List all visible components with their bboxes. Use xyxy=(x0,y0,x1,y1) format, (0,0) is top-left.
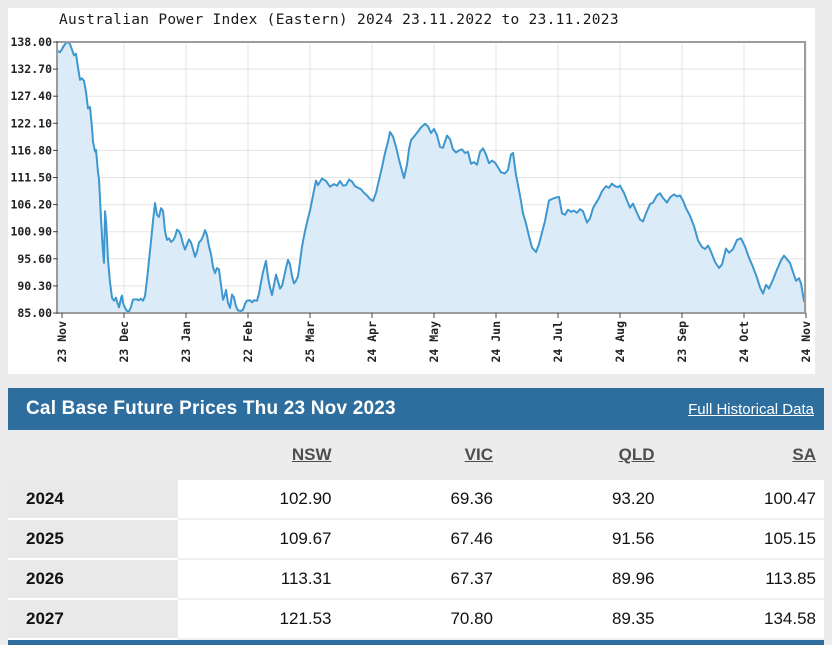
cell-sa-2026: 113.85 xyxy=(662,560,824,600)
cell-vic-2025: 67.46 xyxy=(339,520,501,560)
power-index-chart-panel: 138.00 132.70 127.40 122.10 116.80 111.50 106.… xyxy=(8,8,815,374)
x-axis-label: 24 Aug xyxy=(613,321,627,363)
x-axis-label: 23 Dec xyxy=(117,321,131,363)
x-axis-label: 24 Nov xyxy=(799,321,813,363)
y-axis-label: 85.00 xyxy=(17,306,52,320)
y-axis-label: 100.90 xyxy=(10,225,52,239)
table-rows: 2024 102.90 69.36 93.20 100.47 2025 109.67 67.4… xyxy=(8,480,824,640)
y-axis-label: 122.10 xyxy=(10,116,52,130)
x-axis-label: 22 Feb xyxy=(241,321,255,363)
table-row: 2027 121.53 70.80 89.35 134.58 xyxy=(8,600,824,640)
row-year-label: 2026 xyxy=(8,560,178,600)
table-row: 2026 113.31 67.37 89.96 113.85 xyxy=(8,560,824,600)
cell-vic-2026: 67.37 xyxy=(339,560,501,600)
cell-vic-2027: 70.80 xyxy=(339,600,501,640)
y-axis-label: 106.20 xyxy=(10,198,52,212)
y-axis-label: 111.50 xyxy=(10,171,52,185)
x-axis-label: 23 Jan xyxy=(179,321,193,363)
column-header-sa[interactable]: SA xyxy=(792,445,816,464)
y-axis-label: 95.60 xyxy=(17,252,52,266)
x-axis-label: 23 Nov xyxy=(55,321,69,363)
chart-area-fill xyxy=(57,42,805,313)
power-index-chart: 138.00 132.70 127.40 122.10 116.80 111.50 106.… xyxy=(8,8,815,374)
y-axis-label: 127.40 xyxy=(10,89,52,103)
x-axis-label: 24 May xyxy=(427,321,441,363)
y-axis-label: 138.00 xyxy=(10,35,52,49)
cell-qld-2025: 91.56 xyxy=(501,520,663,560)
chart-line xyxy=(57,41,805,313)
cell-qld-2026: 89.96 xyxy=(501,560,663,600)
row-year-label: 2025 xyxy=(8,520,178,560)
cell-sa-2025: 105.15 xyxy=(662,520,824,560)
cell-nsw-2026: 113.31 xyxy=(178,560,340,600)
chart-title: Australian Power Index (Eastern) 2024 23… xyxy=(59,12,619,28)
y-axis-label: 132.70 xyxy=(10,62,52,76)
table-header-bar: Cal Base Future Prices Thu 23 Nov 2023 F… xyxy=(8,388,824,430)
x-axis-label: 25 Mar xyxy=(303,321,317,363)
cell-qld-2024: 93.20 xyxy=(501,480,663,520)
row-year-label: 2024 xyxy=(8,480,178,520)
cell-nsw-2027: 121.53 xyxy=(178,600,340,640)
row-year-label: 2027 xyxy=(8,600,178,640)
x-axis-label: 23 Sep xyxy=(675,321,689,363)
y-axis-label: 116.80 xyxy=(10,143,52,157)
table-column-headers: NSW VIC QLD SA xyxy=(8,430,824,480)
column-header-qld[interactable]: QLD xyxy=(618,445,655,464)
cell-vic-2024: 69.36 xyxy=(339,480,501,520)
cell-sa-2027: 134.58 xyxy=(662,600,824,640)
y-axis-label: 90.30 xyxy=(17,279,52,293)
full-historical-data-link[interactable]: Full Historical Data xyxy=(688,400,814,418)
table-row: 2024 102.90 69.36 93.20 100.47 xyxy=(8,480,824,520)
x-axis-label: 24 Jun xyxy=(489,321,503,363)
next-section-header-strip xyxy=(8,640,824,645)
x-axis-label: 24 Jul xyxy=(551,321,565,363)
x-axis-label: 24 Oct xyxy=(737,321,751,363)
cell-qld-2027: 89.35 xyxy=(501,600,663,640)
x-axis-label: 24 Apr xyxy=(365,321,379,363)
table-row: 2025 109.67 67.46 91.56 105.15 xyxy=(8,520,824,560)
column-header-nsw[interactable]: NSW xyxy=(291,445,332,464)
cell-nsw-2025: 109.67 xyxy=(178,520,340,560)
cell-nsw-2024: 102.90 xyxy=(178,480,340,520)
futures-table-panel: Cal Base Future Prices Thu 23 Nov 2023 F… xyxy=(8,388,824,645)
table-title: Cal Base Future Prices Thu 23 Nov 2023 xyxy=(26,398,396,419)
column-header-vic[interactable]: VIC xyxy=(464,445,493,464)
cell-sa-2024: 100.47 xyxy=(662,480,824,520)
